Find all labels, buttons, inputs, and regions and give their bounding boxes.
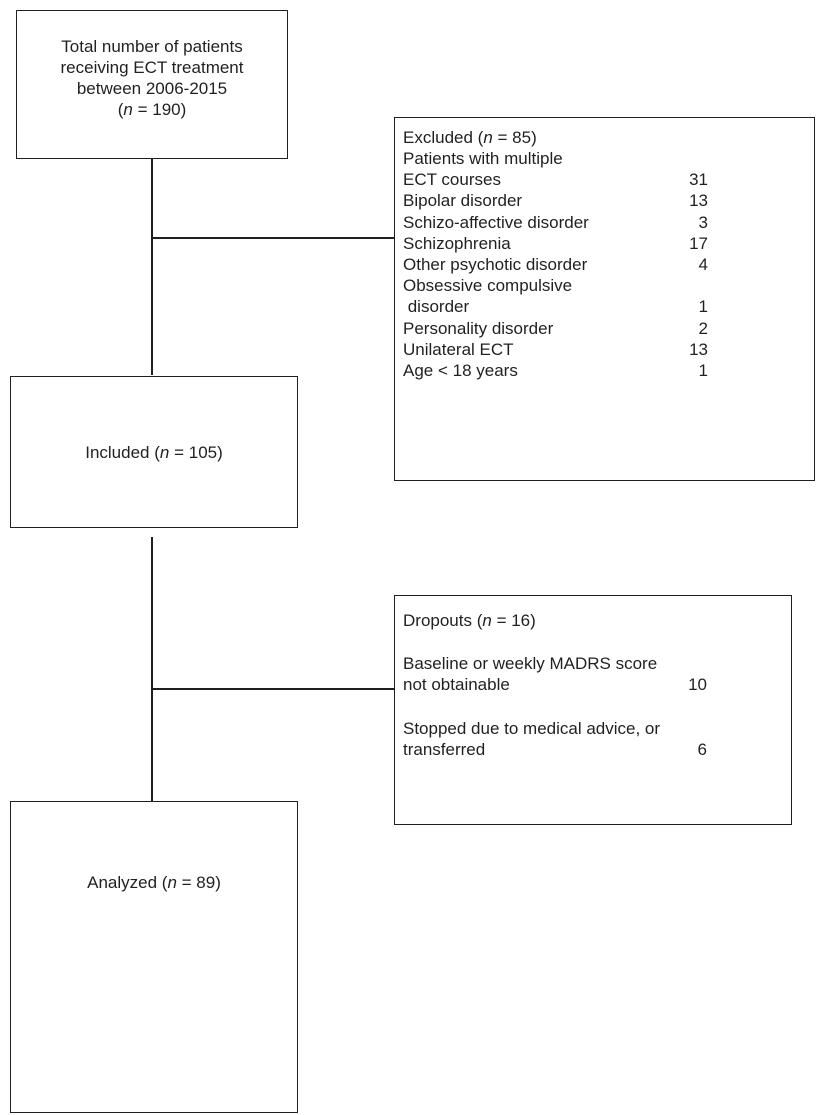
included-label: Included (n = 105) [85,443,223,462]
total-line-1: Total number of patients [61,37,243,56]
excluded-item-value: 3 [698,212,708,232]
total-n: (n = 190) [117,100,187,119]
excluded-item-value: 13 [689,191,708,211]
excluded-item-value: 1 [698,297,708,317]
analyzed-label: Analyzed (n = 89) [87,873,221,892]
excluded-item-label: Personality disorder [403,318,554,338]
dropouts-reason-2-line-2: transferred [403,740,486,759]
total-patients-box: Total number of patients receiving ECT t… [16,10,288,159]
excluded-item-value: 1 [698,361,708,380]
total-line-2: receiving ECT treatment [60,58,244,77]
excluded-item-label: Patients with multiple [403,149,563,168]
dropouts-title: Dropouts (n = 16) [403,611,536,630]
excluded-item-label: Obsessive compulsive [403,276,573,296]
connector-total-to-included [151,159,153,375]
excluded-item-label: Age < 18 years [403,361,518,380]
excluded-item-label: Unilateral ECT [403,339,514,359]
excluded-title: Excluded (n = 85) [403,128,537,147]
included-box: Included (n = 105) [10,376,298,528]
excluded-item-label: Schizophrenia [403,233,511,253]
excluded-item-value: 31 [689,170,708,190]
dropouts-reason-2-line-1: Stopped due to medical advice, or [403,719,661,738]
excluded-item-value: 17 [689,233,708,253]
excluded-item-label: Schizo-affective disorder [403,212,589,232]
dropouts-reason-2-value: 6 [697,740,707,759]
excluded-item-value: 4 [698,255,708,274]
excluded-item-value: 2 [698,318,708,338]
connector-to-dropouts [151,688,394,690]
excluded-item-label: disorder [403,297,470,317]
dropouts-box: Dropouts (n = 16) Baseline or weekly MAD… [394,595,792,825]
dropouts-reason-1-value: 10 [688,675,707,694]
dropouts-reason-1-line-1: Baseline or weekly MADRS score [403,654,658,673]
total-line-3: between 2006-2015 [76,79,228,98]
connector-to-excluded [151,237,394,239]
excluded-box: Excluded (n = 85) Patients with multiple… [394,117,815,481]
dropouts-reason-1-line-2: not obtainable [403,675,510,694]
excluded-item-label: ECT courses [403,170,501,190]
excluded-item-value: 13 [689,339,708,359]
excluded-item-label: Bipolar disorder [403,191,523,211]
connector-included-to-analyzed [151,537,153,801]
analyzed-box: Analyzed (n = 89) [10,801,298,1113]
excluded-item-label: Other psychotic disorder [403,255,588,274]
